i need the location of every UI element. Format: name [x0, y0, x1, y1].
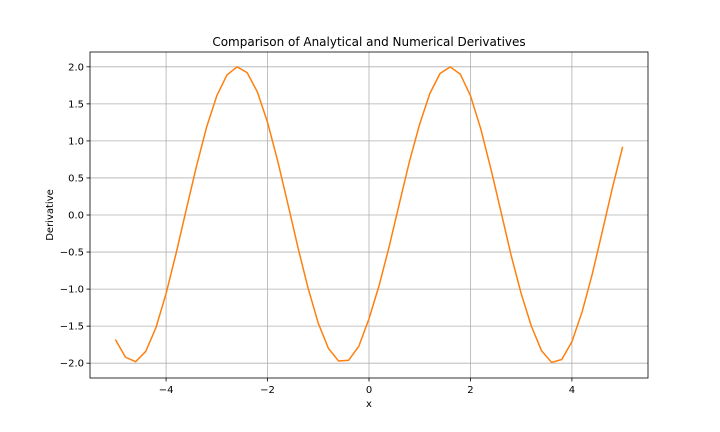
chart-title: Comparison of Analytical and Numerical D… — [212, 35, 525, 49]
y-tick-label: −2.0 — [60, 359, 84, 370]
x-tick-label: −4 — [159, 385, 174, 396]
y-tick-label: 0.0 — [68, 211, 84, 222]
x-tick-label: 2 — [467, 385, 473, 396]
y-tick-label: −0.5 — [60, 248, 84, 259]
x-tick-label: 0 — [366, 385, 372, 396]
y-tick-label: 2.0 — [68, 62, 84, 73]
y-tick-label: 1.5 — [68, 99, 84, 110]
x-tick-label: 4 — [569, 385, 575, 396]
y-axis-ticks: −2.0 −1.5 −1.0 −0.5 0.0 0.5 1.0 1.5 2.0 — [60, 62, 90, 370]
series-lines — [114, 66, 624, 364]
x-tick-label: −2 — [260, 385, 275, 396]
x-axis-label: x — [366, 399, 372, 410]
series-line-1 — [114, 66, 624, 364]
y-axis-label: Derivative — [45, 189, 56, 241]
x-axis-ticks: −4 −2 0 2 4 — [159, 378, 575, 396]
y-tick-label: 0.5 — [68, 173, 84, 184]
y-tick-label: −1.5 — [60, 322, 84, 333]
grid — [90, 52, 648, 378]
y-tick-label: 1.0 — [68, 136, 84, 147]
y-tick-label: −1.0 — [60, 285, 84, 296]
